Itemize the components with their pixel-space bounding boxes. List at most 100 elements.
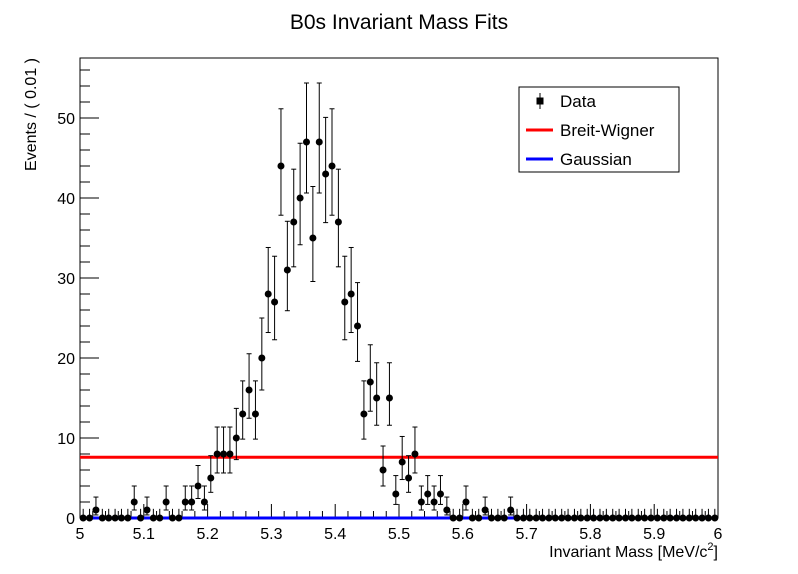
data-point — [500, 508, 508, 522]
data-point — [481, 496, 489, 516]
data-marker — [500, 514, 508, 522]
data-point — [373, 362, 381, 426]
data-point — [283, 220, 291, 312]
data-marker — [239, 410, 247, 418]
data-marker — [424, 490, 432, 498]
data-point — [169, 508, 177, 522]
data-point — [539, 508, 547, 522]
data-point — [334, 168, 342, 268]
data-point — [634, 508, 642, 522]
x-axis-label-superscript: 2 — [707, 541, 713, 553]
data-marker — [462, 498, 470, 506]
legend-label-data: Data — [560, 92, 596, 111]
data-point — [188, 485, 196, 511]
data-marker — [692, 514, 700, 522]
data-marker — [411, 450, 419, 458]
data-point — [660, 508, 668, 522]
data-point — [456, 508, 464, 522]
data-point — [264, 246, 272, 334]
data-point — [315, 82, 323, 194]
data-point — [213, 426, 221, 474]
data-marker — [513, 514, 521, 522]
y-tick-label: 10 — [57, 431, 75, 448]
data-marker — [526, 514, 534, 522]
data-point — [200, 485, 208, 511]
data-marker — [698, 514, 706, 522]
data-marker — [430, 498, 438, 506]
data-marker — [392, 490, 400, 498]
data-marker — [92, 506, 100, 514]
data-marker — [181, 498, 189, 506]
data-marker — [602, 514, 610, 522]
y-tick-label: 40 — [57, 191, 75, 208]
data-point — [666, 508, 674, 522]
data-marker — [156, 514, 164, 522]
data-point — [564, 508, 572, 522]
data-point — [436, 475, 444, 505]
data-marker — [194, 482, 202, 490]
data-point — [583, 508, 591, 522]
data-point — [507, 496, 515, 516]
data-point — [156, 508, 164, 522]
data-marker — [711, 514, 719, 522]
data-marker — [385, 394, 393, 402]
data-marker — [615, 514, 623, 522]
data-point — [117, 508, 125, 522]
data-marker — [539, 514, 547, 522]
data-point — [302, 82, 310, 194]
y-tick-label: 30 — [57, 271, 75, 288]
data-marker — [149, 514, 157, 522]
data-point — [290, 168, 298, 268]
data-point — [519, 508, 527, 522]
data-point — [239, 380, 247, 440]
data-point — [226, 426, 234, 474]
data-marker — [220, 450, 228, 458]
data-point — [545, 508, 553, 522]
data-point — [405, 455, 413, 493]
data-point — [111, 508, 119, 522]
data-point — [513, 508, 521, 522]
data-marker — [488, 514, 496, 522]
x-axis-label-text: Invariant Mass [MeV/c — [549, 544, 707, 561]
data-point — [296, 142, 304, 246]
data-point — [628, 508, 636, 522]
y-tick-label: 0 — [66, 511, 75, 528]
data-point — [590, 508, 598, 522]
data-point — [130, 485, 138, 511]
data-marker — [545, 514, 553, 522]
data-point — [621, 508, 629, 522]
data-marker — [169, 514, 177, 522]
data-marker — [532, 514, 540, 522]
data-marker — [130, 498, 138, 506]
data-point — [685, 508, 693, 522]
data-point — [341, 255, 349, 341]
data-point — [124, 508, 132, 522]
data-point — [526, 508, 534, 522]
data-marker — [468, 514, 476, 522]
data-point — [385, 362, 393, 426]
data-marker — [507, 506, 515, 514]
data-points — [79, 82, 719, 522]
data-point — [609, 508, 617, 522]
data-point — [468, 508, 476, 522]
data-point — [475, 508, 483, 522]
data-point — [704, 508, 712, 522]
data-point — [366, 344, 374, 412]
data-marker — [456, 514, 464, 522]
data-marker — [226, 450, 234, 458]
data-point — [417, 485, 425, 511]
data-marker — [354, 322, 362, 330]
data-marker — [653, 514, 661, 522]
data-marker — [258, 354, 266, 362]
data-marker — [679, 514, 687, 522]
data-marker — [551, 514, 559, 522]
data-point — [398, 435, 406, 481]
data-marker — [105, 514, 113, 522]
data-point — [149, 508, 157, 522]
data-marker — [634, 514, 642, 522]
data-point — [277, 108, 285, 216]
x-tick-label: 5.5 — [388, 526, 410, 543]
data-point — [641, 508, 649, 522]
data-marker — [117, 514, 125, 522]
